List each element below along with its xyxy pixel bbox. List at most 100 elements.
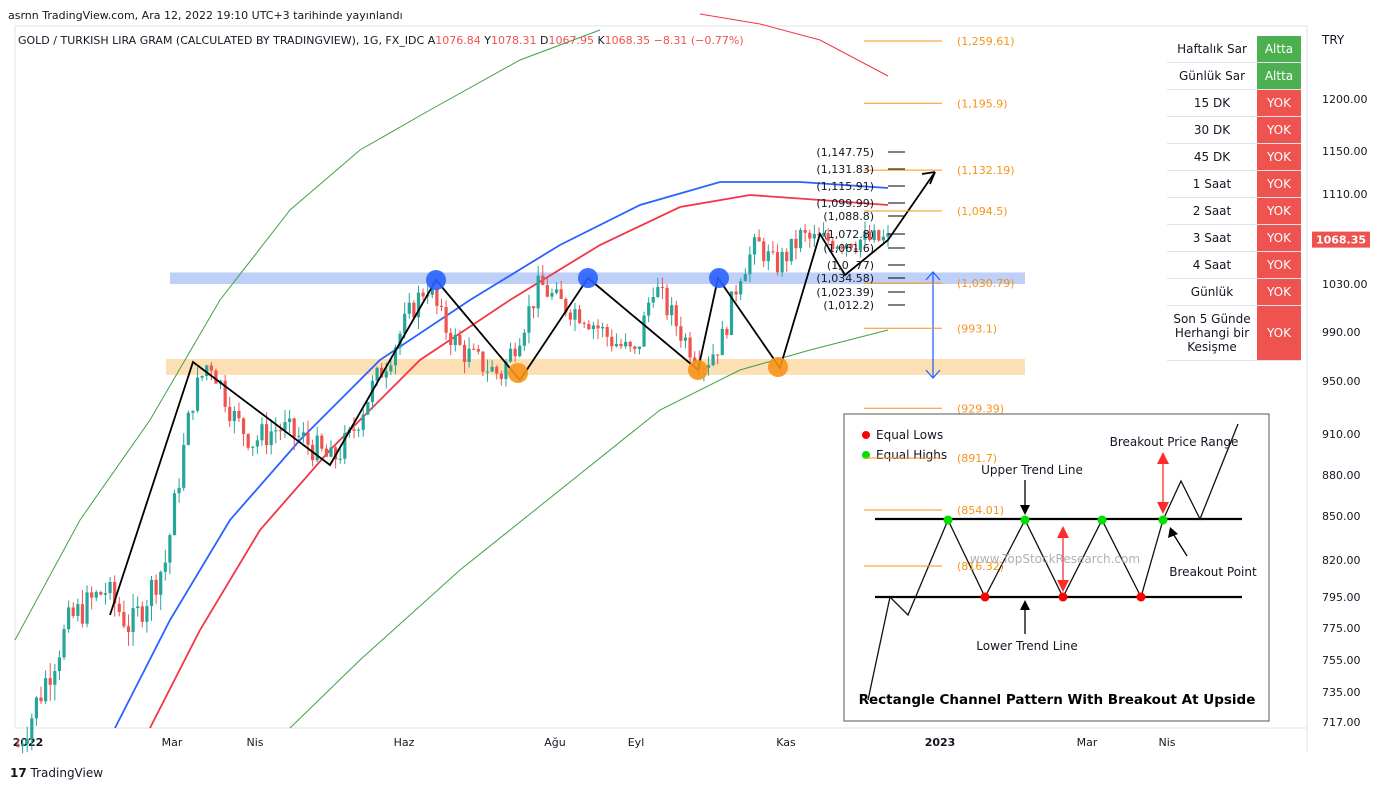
candle-body [522,332,526,346]
status-row: 1 Saat YOK [1167,170,1301,198]
fib-label: (1,132.19) [957,164,1015,177]
x-tick-label: Ağu [544,736,565,749]
candle-body [720,328,724,356]
candle-body [145,606,149,622]
candle-body [412,302,416,318]
candle-body [237,410,241,419]
candle-body [444,307,448,333]
lower-trend-label: Lower Trend Line [976,639,1077,653]
status-row: Haftalık Sar Altta [1167,36,1301,63]
breakout-range-label: Breakout Price Range [1110,435,1239,449]
candle-body [872,230,876,240]
candle-body [716,354,720,356]
candle-body [541,275,545,286]
candle-body [274,430,278,432]
candle-body [771,251,775,253]
high-pivot-marker [426,270,446,290]
candle-body [62,629,66,658]
candle-body [191,410,195,413]
status-row: Günlük YOK [1167,278,1301,306]
candle-body [739,281,743,295]
candle-body [407,302,411,314]
candle-body [168,535,172,563]
tv-brand-text: TradingView [30,766,104,780]
candle-body [550,292,554,297]
candle-body [384,371,388,378]
last-price-badge [1312,231,1370,248]
candle-body [513,348,517,357]
candle-body [757,237,761,242]
publish-info: asrnn TradingView.com, Ara 12, 2022 19:1… [8,9,403,22]
candle-body [103,593,108,595]
candle-body [780,251,784,273]
candle-body [614,343,619,347]
equal-low-dot [1136,592,1146,602]
candle-body [34,697,39,719]
fib-label: (1,094.5) [957,205,1008,218]
candle-body [232,410,236,422]
status-table: Haftalık Sar Altta Günlük Sar Altta 15 DK YOK… [1167,36,1301,361]
open-value: 1076.84 [435,34,481,47]
candle-body [80,604,85,624]
candle-body [490,366,494,372]
candle-body [177,487,181,494]
candle-body [154,579,158,595]
candle-body [287,418,292,423]
candle-body [812,233,816,239]
candle-body [90,592,94,598]
candle-body [527,306,531,333]
breakout-point-arrow-head [1168,527,1178,538]
candle-body [559,289,563,299]
status-row: 2 Saat YOK [1167,197,1301,225]
low-pivot-marker [508,363,528,383]
candle-body [601,327,605,329]
short-level-label: (1,147.75) [816,146,874,159]
watermark-label: www.TopStockResearch.com [970,552,1140,566]
candle-body [149,579,154,607]
close-value: 1068.35 [604,34,651,47]
candle-body [858,239,862,251]
lower-band-line [289,329,889,729]
low-pivot-marker [768,357,788,377]
candle-body [821,233,826,236]
candle-body [766,251,770,262]
candle-body [324,448,329,457]
candle-body [343,433,347,459]
fib-label: (993.1) [957,322,997,335]
last-price-label: 1068.35 [1316,234,1366,247]
candle-body [582,323,586,325]
candle-body [462,344,467,363]
candle-body [228,406,232,422]
status-label: Son 5 Günde Herhangi bir Kesişme [1167,305,1257,361]
candle-body [693,357,697,363]
x-tick-label: Nis [246,736,263,749]
short-level-label: (1,034.58) [816,272,874,285]
candle-body [637,346,642,349]
candle-body [863,231,867,240]
candle-body [186,412,190,445]
candle-body [831,240,835,249]
y-tick-label: 880.00 [1322,469,1361,482]
equal-low-dot [1058,592,1068,602]
candle-body [39,697,43,702]
short-level-label: (1,012.2) [823,299,874,312]
blue-ma-line [114,181,889,729]
status-row: 45 DK YOK [1167,143,1301,171]
support-zone [166,358,1025,375]
x-tick-label: Mar [162,736,183,749]
status-label: Haftalık Sar [1167,36,1257,63]
candle-body [25,739,29,744]
symbol-legend: GOLD / TURKISH LIRA GRAM (CALCULATED BY … [18,34,744,47]
status-value: YOK [1257,251,1301,279]
status-label: Günlük [1167,278,1257,306]
fib-label: (816.32) [957,560,1004,573]
short-level-label: (1,023.39) [816,286,874,299]
candle-body [881,236,885,241]
candle-body [458,334,462,345]
candle-body [628,341,632,347]
candle-body [301,432,305,436]
tradingview-logo[interactable]: 𝟭𝟳 TradingView [10,766,103,780]
high-pivot-marker [578,268,598,288]
x-tick-label: 2023 [925,736,956,749]
